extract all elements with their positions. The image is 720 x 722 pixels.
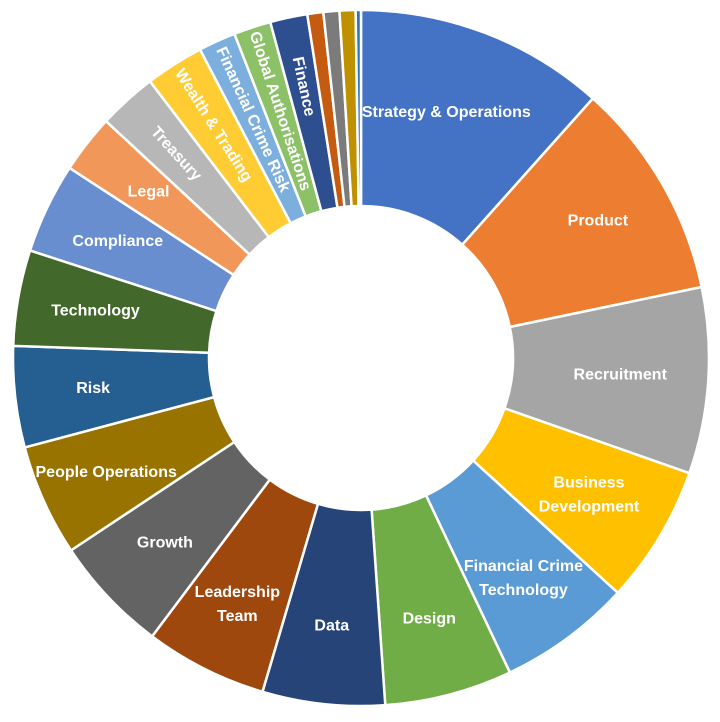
- label-data: Data: [314, 618, 349, 635]
- slice-product: [460, 96, 704, 329]
- slices-group: [11, 8, 711, 708]
- label-legal: Legal: [128, 184, 170, 201]
- slice-strategy-and-operations: [359, 8, 595, 247]
- slice-unlabeled-22: [354, 8, 363, 208]
- label-strategy-and-operations: Strategy & Operations: [362, 104, 531, 121]
- label-financial-crime-technology: Financial Crime Technology: [464, 558, 583, 599]
- label-growth: Growth: [137, 535, 193, 552]
- label-technology: Technology: [51, 303, 140, 320]
- label-compliance: Compliance: [72, 233, 163, 250]
- label-recruitment: Recruitment: [574, 367, 668, 384]
- label-risk: Risk: [76, 380, 110, 397]
- label-leadership-team: Leadership Team: [195, 584, 281, 625]
- label-product: Product: [568, 213, 629, 230]
- label-people-operations: People Operations: [36, 464, 177, 481]
- label-business-development: Business Development: [539, 474, 640, 515]
- label-design: Design: [403, 610, 456, 627]
